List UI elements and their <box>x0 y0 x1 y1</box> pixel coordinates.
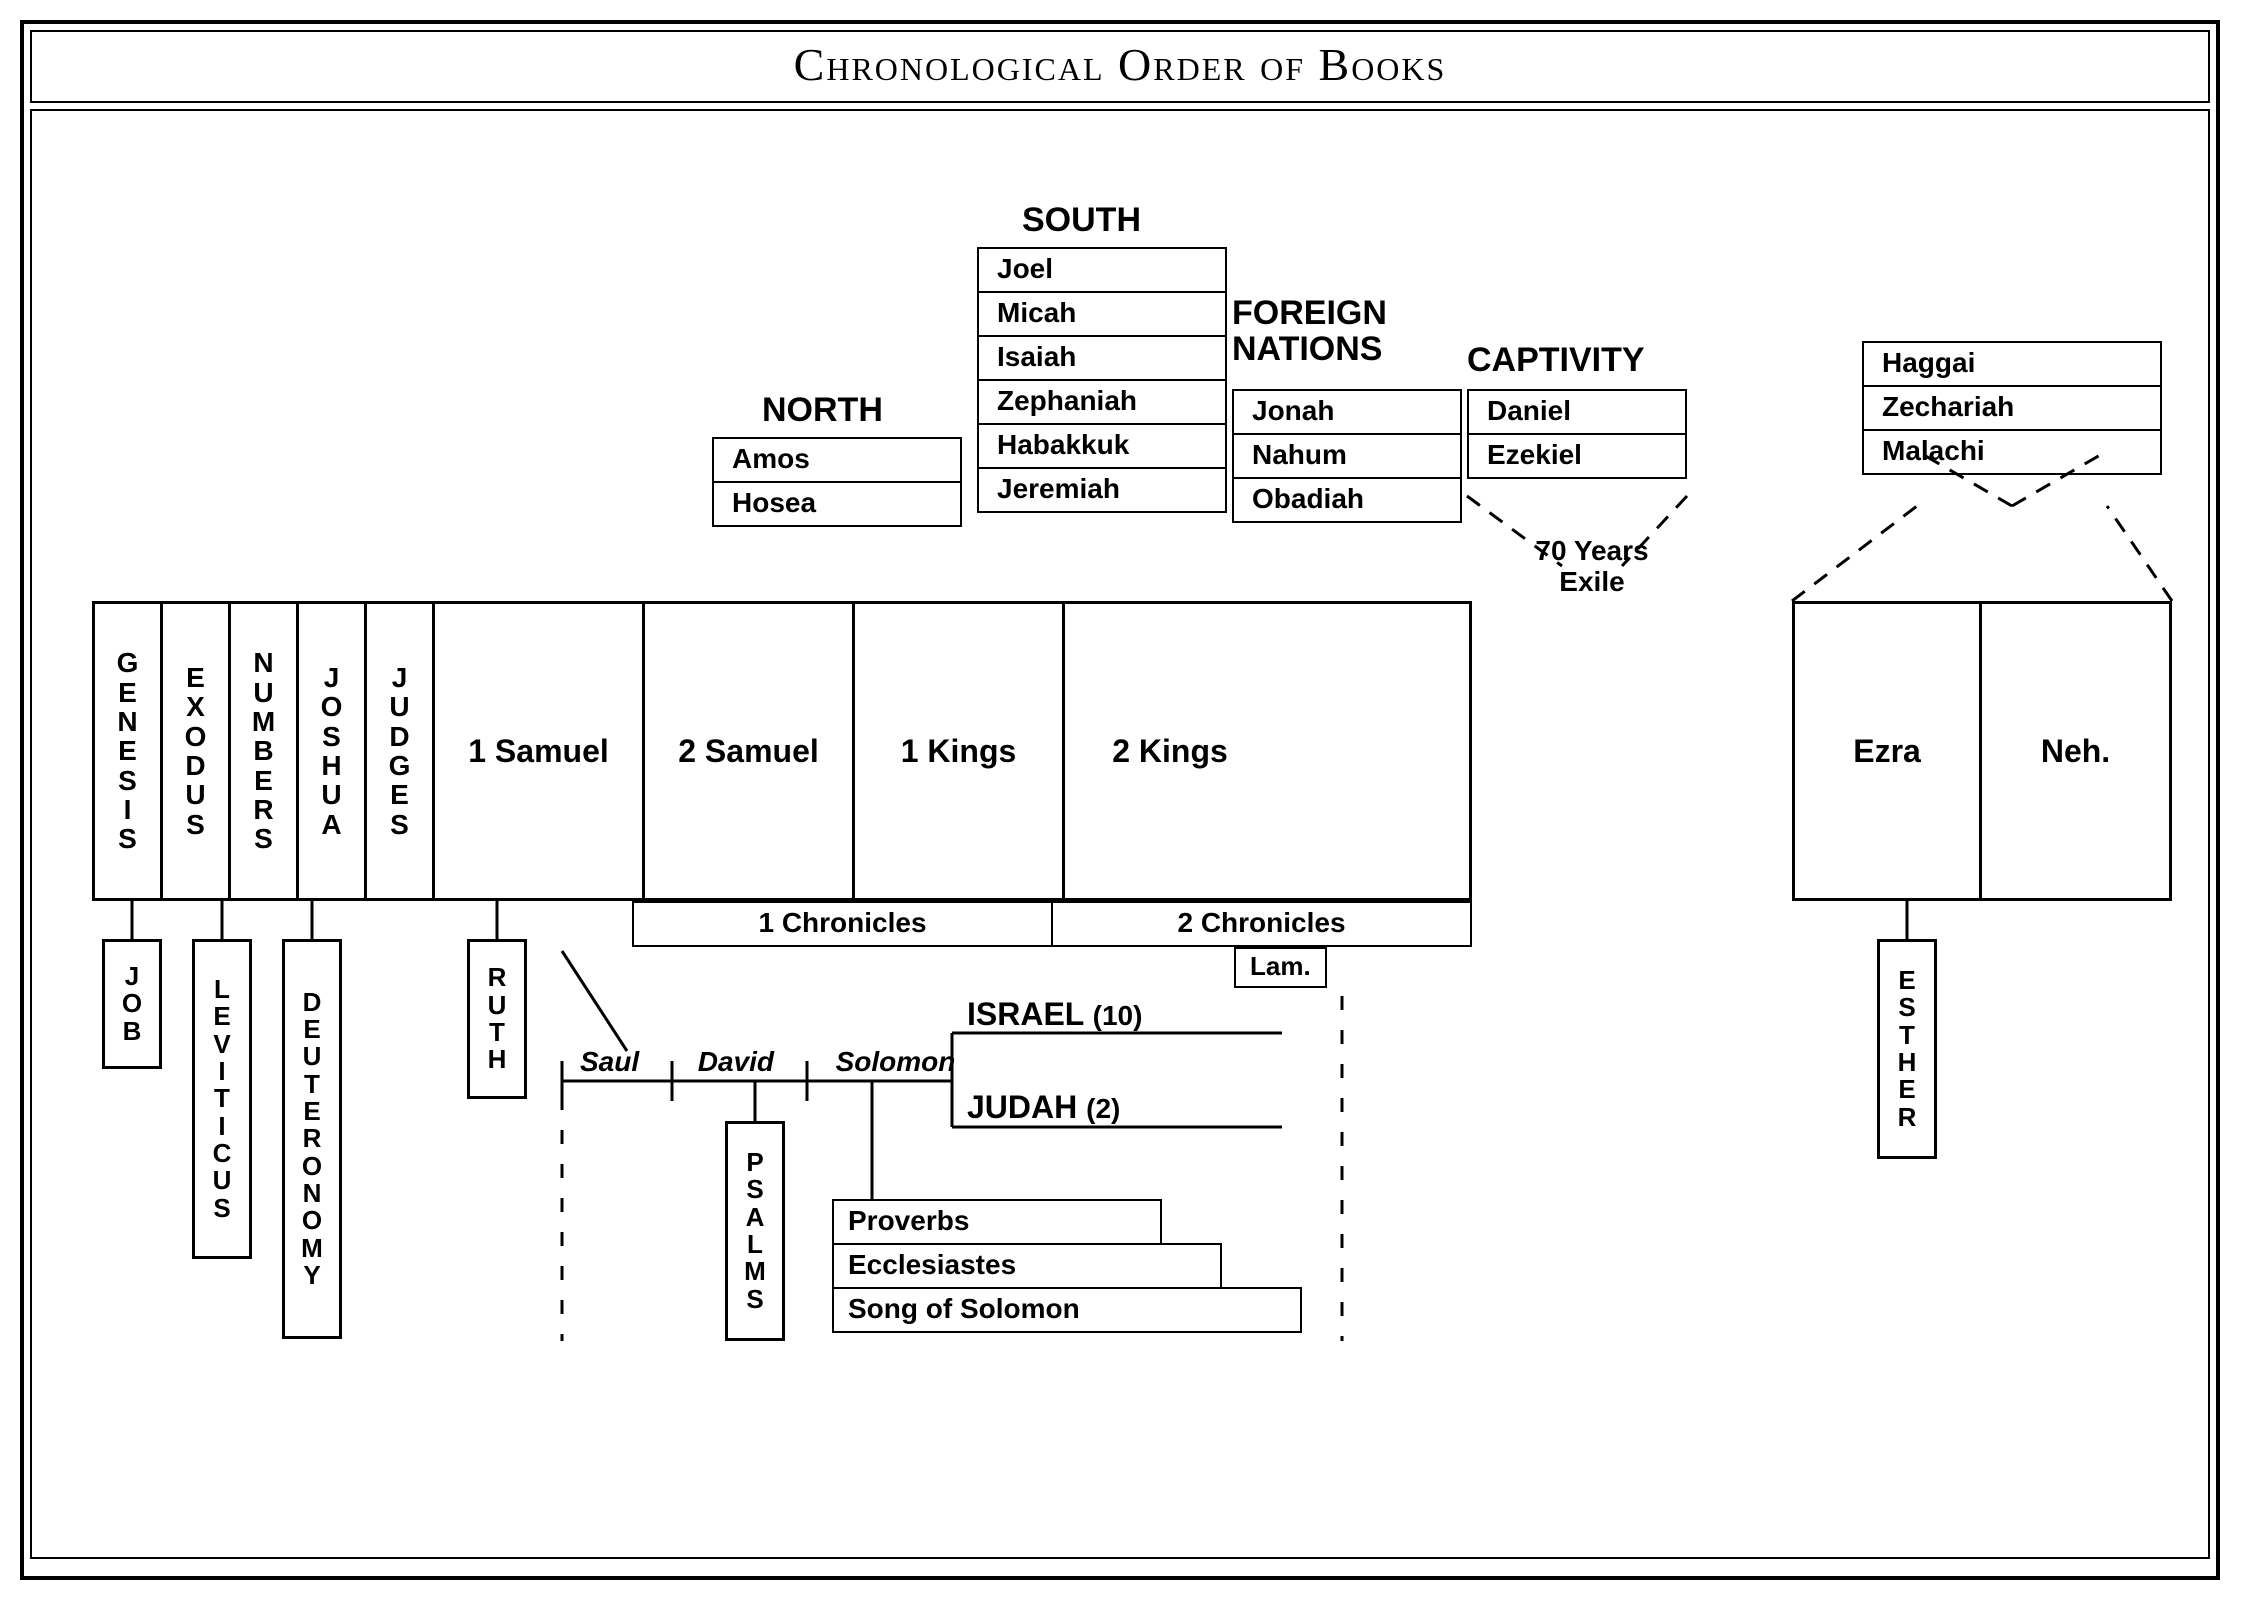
book-numbers: NUMBERS <box>231 604 299 898</box>
book-joel: Joel <box>979 249 1225 293</box>
book-ezra: Ezra <box>1795 604 1982 898</box>
book-judges: JUDGES <box>367 604 435 898</box>
stack-return: Haggai Zechariah Malachi <box>1862 341 2162 475</box>
book-micah: Micah <box>979 293 1225 337</box>
king-solomon: Solomon <box>828 1046 978 1078</box>
page-title: Chronological Order of Books <box>30 30 2210 103</box>
book-proverbs: Proverbs <box>832 1199 1162 1245</box>
book-isaiah: Isaiah <box>979 337 1225 381</box>
timeline-return: Ezra Neh. <box>1792 601 2172 901</box>
book-habakkuk: Habakkuk <box>979 425 1225 469</box>
row-chronicles: 1 Chronicles 2 Chronicles <box>632 901 1472 947</box>
kings-row: Saul David Solomon <box>572 1046 978 1078</box>
book-job: JOB <box>102 939 162 1069</box>
book-ecclesiastes: Ecclesiastes <box>832 1243 1222 1289</box>
book-esther: ESTHER <box>1877 939 1937 1159</box>
timeline-main: GENESIS EXODUS NUMBERS JOSHUA JUDGES 1 S… <box>92 601 1472 901</box>
book-1kings: 1 Kings <box>855 604 1065 898</box>
book-exodus: EXODUS <box>163 604 231 898</box>
book-2kings: 2 Kings <box>1065 604 1275 898</box>
stack-north: Amos Hosea <box>712 437 962 527</box>
book-2chronicles: 2 Chronicles <box>1053 903 1470 945</box>
outer-frame: Chronological Order of Books <box>20 20 2220 1580</box>
king-david: David <box>690 1046 820 1078</box>
book-joshua: JOSHUA <box>299 604 367 898</box>
book-hosea: Hosea <box>714 483 960 525</box>
book-1samuel: 1 Samuel <box>435 604 645 898</box>
kingdom-israel: ISRAEL (10) <box>967 996 1142 1033</box>
king-saul: Saul <box>572 1046 682 1078</box>
book-ruth: RUTH <box>467 939 527 1099</box>
book-obadiah: Obadiah <box>1234 479 1460 521</box>
stack-captivity: Daniel Ezekiel <box>1467 389 1687 479</box>
book-amos: Amos <box>714 439 960 483</box>
book-leviticus: LEVITICUS <box>192 939 252 1259</box>
book-daniel: Daniel <box>1469 391 1685 435</box>
book-lamentations: Lam. <box>1234 947 1327 988</box>
book-zephaniah: Zephaniah <box>979 381 1225 425</box>
book-jeremiah: Jeremiah <box>979 469 1225 511</box>
book-nahum: Nahum <box>1234 435 1460 479</box>
hdr-south: SOUTH <box>1022 201 1141 240</box>
book-genesis: GENESIS <box>95 604 163 898</box>
book-psalms: PSALMS <box>725 1121 785 1341</box>
book-malachi: Malachi <box>1864 431 2160 473</box>
book-jonah: Jonah <box>1234 391 1460 435</box>
hdr-north: NORTH <box>762 391 883 430</box>
hdr-foreign: FOREIGNNATIONS <box>1232 296 1387 367</box>
book-deuteronomy: DEUTERONOMY <box>282 939 342 1339</box>
book-zechariah: Zechariah <box>1864 387 2160 431</box>
book-haggai: Haggai <box>1864 343 2160 387</box>
label-exile: 70 YearsExile <box>1527 536 1657 598</box>
wisdom-stack: Proverbs Ecclesiastes Song of Solomon <box>832 1201 1302 1333</box>
diagram-area: NORTH Amos Hosea SOUTH Joel Micah Isaiah… <box>30 109 2210 1559</box>
book-nehemiah: Neh. <box>1982 604 2169 898</box>
book-1chronicles: 1 Chronicles <box>634 903 1053 945</box>
kingdom-judah: JUDAH (2) <box>967 1089 1120 1126</box>
book-ezekiel: Ezekiel <box>1469 435 1685 477</box>
stack-foreign: Jonah Nahum Obadiah <box>1232 389 1462 523</box>
book-songofsolomon: Song of Solomon <box>832 1287 1302 1333</box>
book-2samuel: 2 Samuel <box>645 604 855 898</box>
hdr-captivity: CAPTIVITY <box>1467 341 1645 380</box>
stack-south: Joel Micah Isaiah Zephaniah Habakkuk Jer… <box>977 247 1227 513</box>
